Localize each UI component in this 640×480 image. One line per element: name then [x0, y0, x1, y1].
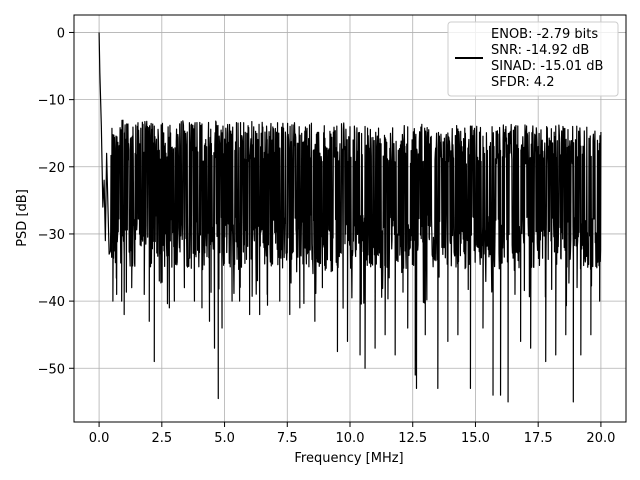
- y-tick-label: −40: [38, 295, 65, 310]
- y-axis-label: PSD [dB]: [15, 189, 30, 247]
- y-tick-label: −30: [38, 228, 65, 243]
- x-axis-ticks: 0.0 2.5 5.0 7.5 10.0 12.5 15.0 17.5 20.0: [89, 422, 615, 446]
- x-axis-label: Frequency [MHz]: [294, 451, 403, 466]
- legend-box: [447, 21, 619, 97]
- x-tick-label: 7.5: [277, 431, 298, 446]
- psd-series-line: [98, 32, 602, 403]
- y-tick-label: −50: [38, 362, 65, 377]
- x-tick-label: 0.0: [89, 431, 110, 446]
- y-tick-label: 0: [57, 26, 65, 41]
- x-tick-label: 17.5: [524, 431, 553, 446]
- y-tick-label: −10: [38, 94, 65, 109]
- y-tick-label: −20: [38, 161, 65, 176]
- x-tick-label: 15.0: [461, 431, 490, 446]
- psd-series: [98, 32, 602, 403]
- legend-sinad: SINAD: -15.01 dB: [491, 59, 603, 74]
- x-tick-label: 20.0: [586, 431, 615, 446]
- x-tick-label: 5.0: [214, 431, 235, 446]
- x-tick-label: 12.5: [398, 431, 427, 446]
- legend: ENOB: -2.79 bits SNR: -14.92 dB SINAD: -…: [447, 21, 619, 97]
- y-axis-ticks: 0 −10 −20 −30 −40 −50: [38, 26, 74, 377]
- legend-snr: SNR: -14.92 dB: [491, 43, 589, 58]
- legend-sfdr: SFDR: 4.2: [491, 75, 555, 90]
- x-tick-label: 2.5: [151, 431, 172, 446]
- legend-enob: ENOB: -2.79 bits: [491, 27, 598, 42]
- x-tick-label: 10.0: [336, 431, 365, 446]
